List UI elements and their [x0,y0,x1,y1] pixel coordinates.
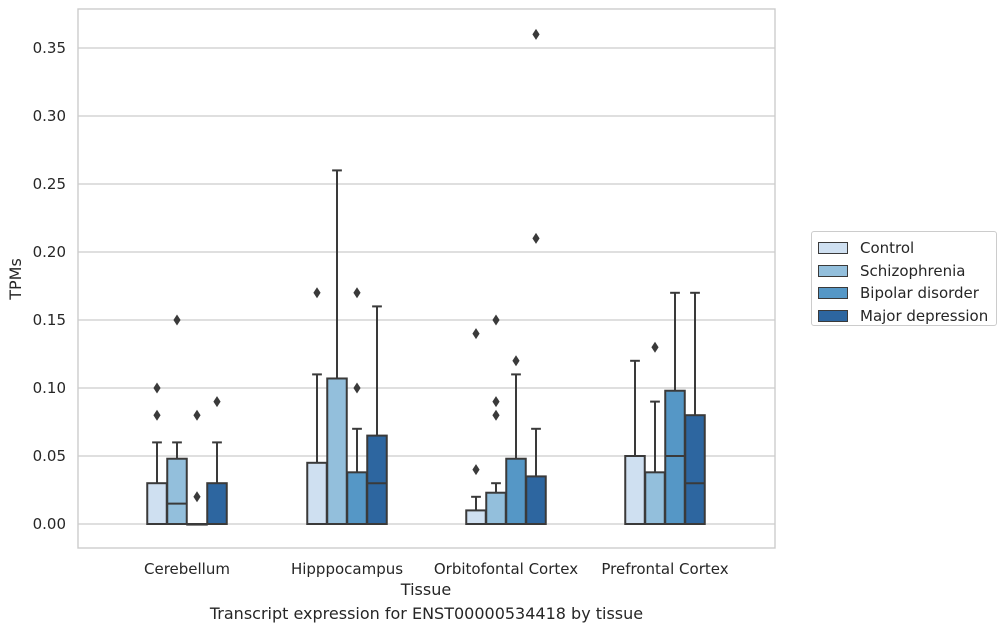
box-body [465,509,487,525]
box-control [624,359,646,525]
y-ticks: 0.00 0.05 0.10 0.15 0.20 0.25 0.30 0.35 [33,39,66,533]
box-body [485,491,507,526]
box-body [326,377,348,526]
x-axis-label: Tissue [400,580,451,599]
box-body [206,482,228,526]
outlier-point [492,396,500,408]
box-major-depression [684,291,706,526]
outlier-point [193,491,201,503]
legend-label: Bipolar disorder [860,284,979,303]
legend-label: Major depression [860,306,989,325]
legend-swatch [818,264,848,277]
outlier-point [153,382,161,394]
gridlines [78,47,775,525]
x-ticks: Cerebellum Hipppocampus Orbitofontal Corte… [144,560,729,578]
legend-label: Control [860,239,915,258]
outlier-point [532,232,540,244]
box-major-depression [206,396,228,526]
box-schizophrenia [166,314,188,525]
box-bipolar-disorder [346,287,368,526]
outlier-point [193,409,201,421]
legend-item: Major depression [818,305,990,328]
outlier-point [213,396,221,408]
legend-swatch [818,242,848,255]
legend-swatch [818,309,848,322]
box-bipolar-disorder [505,355,527,525]
box-control [306,287,328,525]
box-body [505,457,527,525]
legend-swatch [818,287,848,300]
box-schizophrenia [326,169,348,526]
y-tick-label: 0.05 [33,447,66,465]
outlier-point [472,328,480,340]
box-body [644,471,666,526]
box-body [525,475,547,525]
y-tick-label: 0.00 [33,515,66,533]
y-axis-label: TPMs [6,258,25,301]
chart-caption: Transcript expression for ENST0000053441… [209,604,644,623]
box-bipolar-disorder [664,291,686,525]
y-tick-label: 0.35 [33,39,66,57]
outlier-point [353,287,361,299]
box-major-depression [366,305,388,526]
box-control [146,382,168,526]
y-tick-label: 0.15 [33,311,66,329]
y-tick-label: 0.20 [33,243,66,261]
x-tick-label: Cerebellum [144,560,230,578]
outlier-point [651,341,659,353]
box-schizophrenia [485,314,507,526]
box-control [465,328,487,525]
y-tick-label: 0.25 [33,175,66,193]
plot-frame [77,8,776,549]
box-body [664,389,686,525]
box-body [166,457,188,525]
outlier-point [153,409,161,421]
x-tick-label: Orbitofontal Cortex [434,560,578,578]
box-body [146,482,168,526]
outlier-point [512,355,520,367]
legend: Control Schizophrenia Bipolar disorder Majo… [811,231,997,326]
outlier-point [173,314,181,326]
outlier-point [353,382,361,394]
box-schizophrenia [644,341,666,526]
legend-label: Schizophrenia [860,261,966,280]
outlier-point [472,464,480,476]
box-body [366,434,388,526]
box-major-depression [525,28,547,525]
outlier-point [492,409,500,421]
y-tick-label: 0.10 [33,379,66,397]
x-tick-label: Hipppocampus [291,560,403,578]
outlier-point [313,287,321,299]
boxes [146,28,706,526]
box-body [624,455,646,525]
legend-item: Bipolar disorder [818,282,990,305]
outlier-point [532,28,540,40]
box-body [306,461,328,525]
legend-item: Control [818,237,990,260]
outlier-point [492,314,500,326]
box-body [684,414,706,526]
box-bipolar-disorder [186,409,208,526]
y-tick-label: 0.30 [33,107,66,125]
legend-item: Schizophrenia [818,260,990,283]
box-body [346,471,368,526]
x-tick-label: Prefrontal Cortex [601,560,728,578]
